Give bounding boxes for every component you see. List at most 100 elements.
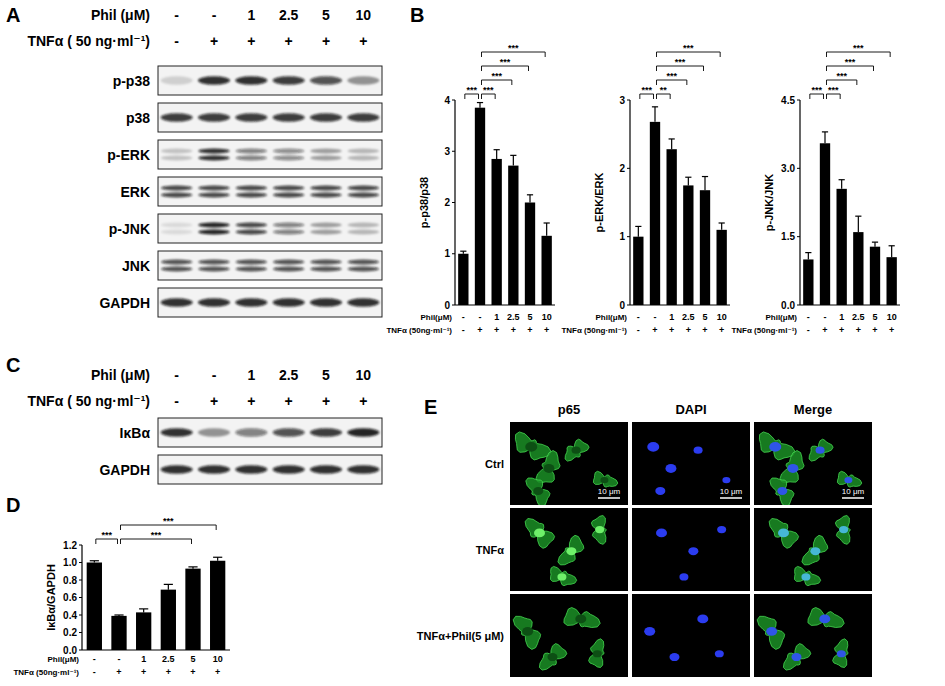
cell-p65	[564, 608, 600, 628]
y-axis-label: p-JNK/JNK	[763, 174, 775, 232]
band	[235, 465, 267, 473]
micrograph	[632, 422, 750, 505]
y-tick	[797, 100, 800, 101]
y-tick-label: 1	[619, 231, 625, 242]
error-cap	[822, 131, 828, 132]
western-blot: Phil (μM)--12.5510TNFα ( 50 ng·ml⁻¹)-+++…	[27, 367, 382, 484]
blot-row-label: GAPDH	[99, 295, 150, 311]
significance-label: ***	[483, 85, 494, 95]
y-tick	[79, 562, 82, 563]
x-tick-label: 2.5	[162, 654, 175, 664]
blot-band	[348, 149, 379, 161]
nucleus	[533, 487, 543, 495]
y-tick-label: 0.4	[63, 610, 77, 621]
significance-bracket	[121, 539, 192, 544]
blot-band	[310, 465, 342, 473]
error-stem	[638, 226, 639, 236]
band-lower	[161, 156, 192, 161]
x-tick-label: -	[654, 312, 657, 322]
nucleus	[522, 627, 533, 636]
panel-letter: A	[6, 4, 20, 26]
band	[273, 113, 305, 121]
nucleus	[778, 529, 789, 538]
y-tick-label: 0.8	[63, 575, 77, 586]
x-row-value: -	[462, 325, 465, 335]
y-axis-label: p-ERK/ERK	[593, 173, 605, 233]
x-tick-label: -	[93, 654, 96, 664]
band	[310, 76, 342, 84]
column-header: p65	[558, 402, 580, 417]
blot-band	[198, 260, 229, 272]
x-tick-label: -	[824, 312, 827, 322]
band	[198, 465, 230, 473]
significance-label: ***	[491, 71, 502, 81]
x-row-label: TNFα (50ng·ml⁻¹)	[386, 326, 452, 335]
x-row-label: TNFα (50ng·ml⁻¹)	[731, 326, 797, 335]
bar	[87, 563, 102, 651]
error-cap	[164, 584, 173, 585]
significance-label: ***	[845, 57, 856, 67]
error-bar	[460, 251, 466, 254]
nucleus	[543, 464, 554, 473]
significance-bracket	[657, 94, 671, 99]
blot-band	[161, 76, 193, 84]
nucleus	[665, 464, 676, 473]
error-cap	[889, 245, 895, 246]
significance-bracket	[96, 539, 118, 544]
western-blot: Phil (μM)--12.5510TNFα ( 50 ng·ml⁻¹)-+++…	[27, 7, 382, 317]
significance-label: ***	[101, 530, 112, 540]
y-tick	[79, 580, 82, 581]
nucleus	[722, 477, 730, 483]
error-cap	[685, 177, 691, 178]
blot-band	[198, 113, 230, 121]
scale-bar	[720, 497, 742, 499]
nucleus	[575, 615, 586, 624]
significance-bracket	[657, 80, 687, 85]
cell-p65	[802, 535, 828, 565]
x-tick-label: 1	[141, 654, 146, 664]
bar	[492, 159, 502, 305]
micrograph	[510, 422, 628, 505]
y-tick-label: 0.6	[63, 592, 77, 603]
blot-header-value: 1	[247, 7, 255, 23]
nucleus	[717, 526, 726, 533]
band	[347, 298, 379, 306]
x-row-label: TNFα (50ng·ml⁻¹)	[561, 326, 627, 335]
nucleus	[839, 526, 848, 533]
y-axis	[629, 100, 630, 305]
plot-marks	[803, 132, 897, 305]
scale-bar-label: 10 μm	[720, 487, 743, 496]
significance-label: ***	[666, 71, 677, 81]
error-bar	[685, 177, 691, 185]
tile-background	[754, 422, 872, 505]
cell-p65	[513, 616, 540, 649]
x-tick-label: 1	[494, 312, 499, 322]
blot-header-value: -	[174, 33, 179, 49]
significance-bracket	[827, 66, 874, 71]
band	[235, 428, 267, 436]
band	[198, 113, 230, 121]
significance-bracket	[827, 52, 891, 57]
band-upper	[198, 260, 229, 265]
tile-background	[510, 422, 628, 505]
error-bar	[510, 155, 516, 165]
cell-p65	[808, 608, 844, 628]
x-row-value: +	[477, 325, 482, 335]
band-upper	[348, 260, 379, 265]
row-label: TNFα	[476, 544, 504, 556]
blot-header-value: 10	[356, 7, 372, 23]
y-tick-label: 3.0	[781, 163, 795, 174]
error-stem	[654, 107, 655, 122]
x-row-value: +	[544, 325, 549, 335]
scale-bar	[842, 497, 864, 499]
y-tick	[79, 615, 82, 616]
band-lower	[236, 267, 267, 272]
x-tick-label: -	[637, 312, 640, 322]
x-tick-label: 5	[702, 312, 707, 322]
error-stem	[874, 242, 875, 247]
blot-band	[273, 465, 305, 473]
nucleus	[655, 487, 665, 495]
x-row-value: +	[889, 325, 894, 335]
micrograph	[754, 508, 872, 591]
blot-header-value: -	[212, 7, 217, 23]
